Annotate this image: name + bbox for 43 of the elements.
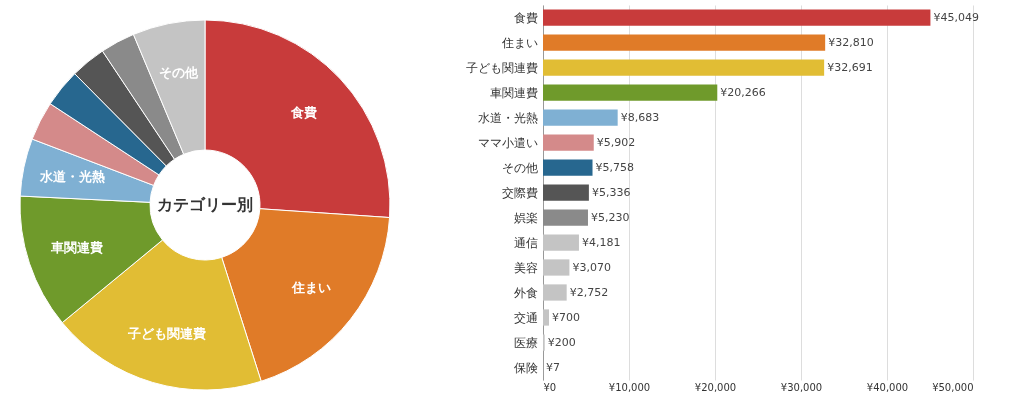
y-tick-label: 車関連費	[489, 85, 538, 100]
y-tick-label: 住まい	[500, 35, 538, 50]
data-label: ¥5,336	[591, 185, 631, 199]
x-tick-label: ¥20,000	[694, 381, 737, 393]
x-tick-label: ¥0	[543, 381, 557, 393]
data-label: ¥4,181	[581, 235, 621, 249]
slice-label: 水道・光熱	[39, 169, 106, 185]
y-tick-label: 保険	[513, 360, 538, 375]
data-label: ¥700	[552, 310, 581, 324]
data-label: ¥2,752	[569, 285, 609, 299]
data-label: ¥45,049	[933, 10, 979, 24]
data-label: ¥32,691	[827, 60, 873, 74]
data-label: ¥8,683	[620, 110, 660, 124]
data-label: ¥5,902	[596, 135, 636, 149]
y-tick-label: 交際費	[501, 185, 538, 200]
data-label: ¥3,070	[572, 260, 611, 274]
x-tick-label: ¥40,000	[866, 381, 909, 393]
data-label: ¥5,230	[590, 210, 630, 224]
y-tick-label: ママ小遣い	[477, 135, 538, 150]
y-tick-label: 美容	[513, 260, 538, 275]
y-tick-label: 外食	[513, 285, 538, 300]
y-tick-label: 食費	[513, 10, 538, 25]
text: カテゴリー別	[157, 195, 253, 214]
data-label: ¥7	[546, 360, 561, 374]
data-label: ¥200	[547, 335, 576, 349]
x-tick-label: ¥50,000	[932, 381, 974, 393]
slice-label: 車関連費	[49, 239, 103, 255]
y-tick-label: 交通	[513, 310, 538, 325]
slice-label: 子ども関連費	[126, 326, 206, 342]
data-label: ¥5,758	[595, 160, 635, 174]
x-tick-label: ¥10,000	[608, 381, 651, 393]
slice-label: 住まい	[290, 280, 331, 296]
data-label: ¥20,266	[720, 85, 766, 99]
y-tick-label: 医療	[513, 335, 538, 350]
y-tick-label: その他	[501, 160, 538, 175]
data-label: ¥32,810	[828, 35, 874, 49]
y-tick-label: 水道・光熱	[477, 110, 538, 125]
slice-label: その他	[158, 64, 199, 80]
y-tick-label: 娯楽	[513, 210, 538, 225]
y-tick-label: 通信	[513, 235, 538, 250]
x-tick-label: ¥30,000	[780, 381, 823, 393]
slice-label: 食費	[289, 104, 317, 120]
y-tick-label: 子ども関連費	[465, 60, 538, 75]
